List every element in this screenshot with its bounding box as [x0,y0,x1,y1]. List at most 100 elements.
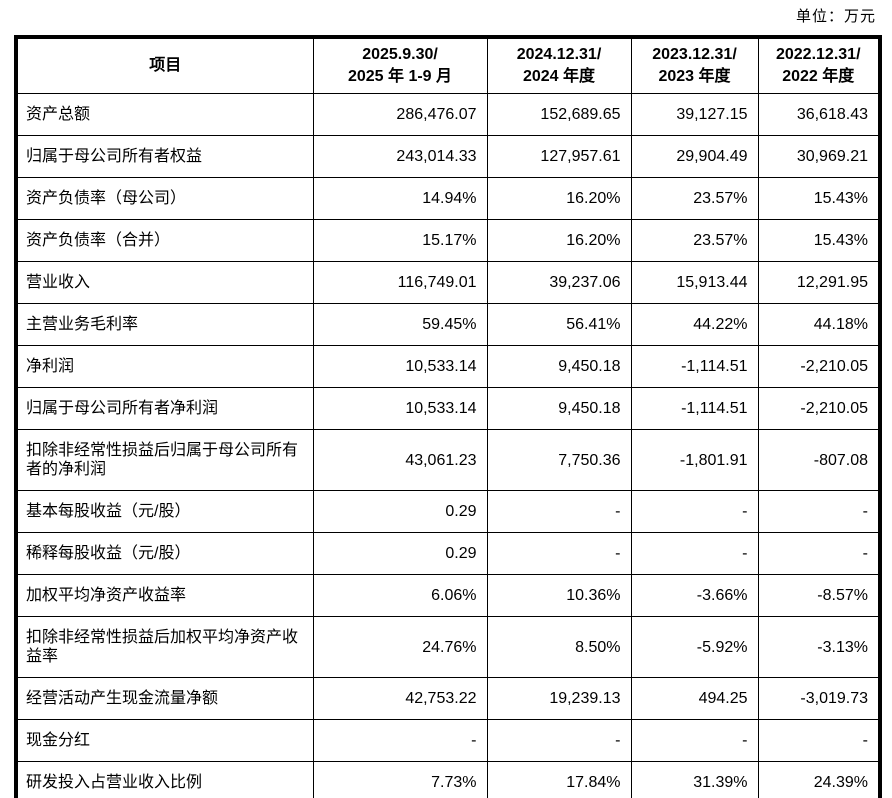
table-row: 现金分红 - - - - [15,719,881,762]
cell-value: - [312,719,488,762]
table-row: 研发投入占营业收入比例 7.73% 17.84% 31.39% 24.39% [15,761,881,798]
cell-value: 243,014.33 [312,135,488,178]
cell-value: -3.66% [630,574,759,617]
cell-value: 286,476.07 [312,93,488,136]
row-label: 扣除非经常性损益后归属于母公司所有者的净利润 [15,429,314,491]
cell-value: - [757,532,881,575]
row-label: 主营业务毛利率 [15,303,314,346]
cell-value: 10,533.14 [312,387,488,430]
row-label: 归属于母公司所有者权益 [15,135,314,178]
cell-value: 494.25 [630,677,759,720]
row-label: 营业收入 [15,261,314,304]
cell-value: 10.36% [486,574,632,617]
cell-value: -8.57% [757,574,881,617]
row-label: 归属于母公司所有者净利润 [15,387,314,430]
cell-value: -2,210.05 [757,387,881,430]
cell-value: 10,533.14 [312,345,488,388]
table-row: 基本每股收益（元/股） 0.29 - - - [15,490,881,533]
period-range: 2023 年度 [658,68,731,85]
cell-value: 42,753.22 [312,677,488,720]
cell-value: 24.39% [757,761,881,798]
cell-value: -1,114.51 [630,345,759,388]
table-row: 营业收入 116,749.01 39,237.06 15,913.44 12,2… [15,261,881,304]
cell-value: 44.18% [757,303,881,346]
row-label: 资产总额 [15,93,314,136]
cell-value: 31.39% [630,761,759,798]
col-header-period-2022: 2022.12.31/ 2022 年度 [757,36,881,94]
cell-value: 39,127.15 [630,93,759,136]
cell-value: - [757,719,881,762]
cell-value: -3,019.73 [757,677,881,720]
table-row: 扣除非经常性损益后归属于母公司所有者的净利润 43,061.23 7,750.3… [15,429,881,491]
table-row: 扣除非经常性损益后加权平均净资产收益率 24.76% 8.50% -5.92% … [15,616,881,678]
cell-value: - [757,490,881,533]
col-header-period-2023: 2023.12.31/ 2023 年度 [630,36,759,94]
cell-value: -5.92% [630,616,759,678]
cell-value: 14.94% [312,177,488,220]
row-label: 现金分红 [15,719,314,762]
cell-value: 44.22% [630,303,759,346]
table-row: 资产负债率（母公司） 14.94% 16.20% 23.57% 15.43% [15,177,881,220]
cell-value: - [486,532,632,575]
unit-label: 单位：万元 [795,8,876,25]
period-range: 2024 年度 [522,68,596,85]
col-header-item: 项目 [15,36,314,94]
table-row: 净利润 10,533.14 9,450.18 -1,114.51 -2,210.… [15,345,881,388]
cell-value: - [630,490,759,533]
period-date: 2025.9.30/ [362,46,438,63]
table-row: 主营业务毛利率 59.45% 56.41% 44.22% 44.18% [15,303,881,346]
cell-value: 23.57% [630,177,759,220]
cell-value: 23.57% [630,219,759,262]
cell-value: 8.50% [486,616,632,678]
table-row: 归属于母公司所有者净利润 10,533.14 9,450.18 -1,114.5… [15,387,881,430]
table-row: 资产负债率（合并） 15.17% 16.20% 23.57% 15.43% [15,219,881,262]
cell-value: 15.43% [757,219,881,262]
cell-value: 16.20% [486,177,632,220]
table-row: 归属于母公司所有者权益 243,014.33 127,957.61 29,904… [15,135,881,178]
row-label: 扣除非经常性损益后加权平均净资产收益率 [15,616,314,678]
period-range: 2022 年度 [782,68,855,85]
row-label: 稀释每股收益（元/股） [15,532,314,575]
cell-value: 24.76% [312,616,488,678]
cell-value: 9,450.18 [486,387,632,430]
cell-value: 19,239.13 [486,677,632,720]
cell-value: 9,450.18 [486,345,632,388]
cell-value: - [486,719,632,762]
period-date: 2024.12.31/ [516,46,602,63]
cell-value: - [630,719,759,762]
cell-value: 59.45% [312,303,488,346]
cell-value: 0.29 [312,532,488,575]
cell-value: -3.13% [757,616,881,678]
cell-value: 0.29 [312,490,488,533]
row-label: 研发投入占营业收入比例 [15,761,314,798]
cell-value: 30,969.21 [757,135,881,178]
table-row: 经营活动产生现金流量净额 42,753.22 19,239.13 494.25 … [15,677,881,720]
financial-table: 项目 2025.9.30/ 2025 年 1-9 月 2024.12.31/ 2… [14,35,882,798]
row-label: 资产负债率（母公司） [15,177,314,220]
cell-value: - [630,532,759,575]
row-label: 资产负债率（合并） [15,219,314,262]
row-label: 加权平均净资产收益率 [15,574,314,617]
cell-value: -1,801.91 [630,429,759,491]
col-header-period-2025: 2025.9.30/ 2025 年 1-9 月 [312,36,488,94]
cell-value: 16.20% [486,219,632,262]
col-header-period-2024: 2024.12.31/ 2024 年度 [486,36,632,94]
period-date: 2022.12.31/ [775,46,861,63]
cell-value: -807.08 [757,429,881,491]
cell-value: 7,750.36 [486,429,632,491]
cell-value: - [486,490,632,533]
header-row: 项目 2025.9.30/ 2025 年 1-9 月 2024.12.31/ 2… [15,36,881,94]
period-date: 2023.12.31/ [652,46,737,63]
cell-value: 36,618.43 [757,93,881,136]
cell-value: 15,913.44 [630,261,759,304]
cell-value: 7.73% [312,761,488,798]
cell-value: 43,061.23 [312,429,488,491]
period-range: 2025 年 1-9 月 [347,68,453,85]
cell-value: 29,904.49 [630,135,759,178]
cell-value: 152,689.65 [486,93,632,136]
table-row: 稀释每股收益（元/股） 0.29 - - - [15,532,881,575]
cell-value: 127,957.61 [486,135,632,178]
cell-value: 39,237.06 [486,261,632,304]
cell-value: 56.41% [486,303,632,346]
